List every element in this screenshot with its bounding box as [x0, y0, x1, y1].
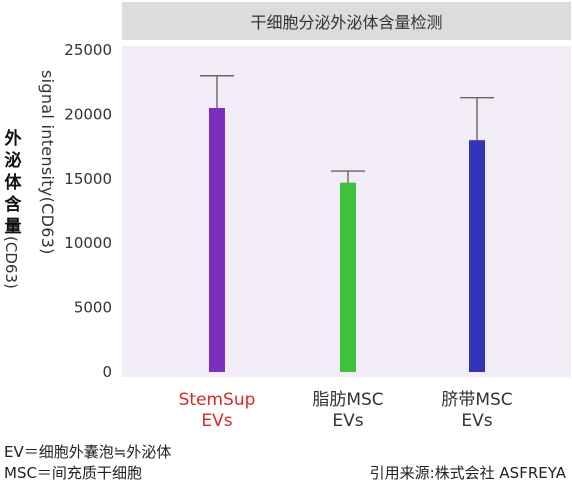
source-citation: 引用来源:株式会社 ASFREYA — [369, 464, 566, 482]
y-axis-label-unit: (CD63) — [2, 236, 20, 289]
y-axis-label-en: signal intensity(CD63) — [38, 70, 57, 255]
y-tick-label: 0 — [102, 363, 112, 381]
y-tick-label: 15000 — [64, 170, 112, 188]
y-axis-label-char: 体 — [4, 173, 22, 193]
y-axis-label-main: 外泌体含量 — [2, 128, 24, 238]
y-tick-label: 25000 — [64, 41, 112, 59]
footnote-ev: EV＝细胞外囊泡≒外泌体 — [4, 443, 172, 461]
category-label: StemSup — [179, 390, 256, 410]
category-label: EVs — [201, 411, 232, 431]
chart-title: 干细胞分泌外泌体含量检测 — [122, 2, 571, 40]
y-axis-label-char: 含 — [4, 195, 22, 215]
category-label: 脐带MSC — [441, 390, 512, 410]
bar — [340, 182, 356, 372]
y-tick-label: 5000 — [74, 299, 112, 317]
category-label: EVs — [332, 411, 363, 431]
y-tick-label: 10000 — [64, 234, 112, 252]
bar — [469, 140, 485, 372]
bar — [209, 107, 225, 373]
y-axis-label-char: 泌 — [4, 151, 22, 171]
y-axis-label-main-text: 外泌体含量 — [2, 128, 24, 238]
footnote-msc: MSC＝间充质干细胞 — [4, 464, 142, 482]
y-tick-label: 20000 — [64, 105, 112, 123]
category-label: 脂肪MSC — [312, 390, 383, 410]
category-label: EVs — [461, 411, 492, 431]
y-axis-label-char: 外 — [4, 129, 22, 149]
y-axis-label-char: 量 — [4, 217, 22, 237]
